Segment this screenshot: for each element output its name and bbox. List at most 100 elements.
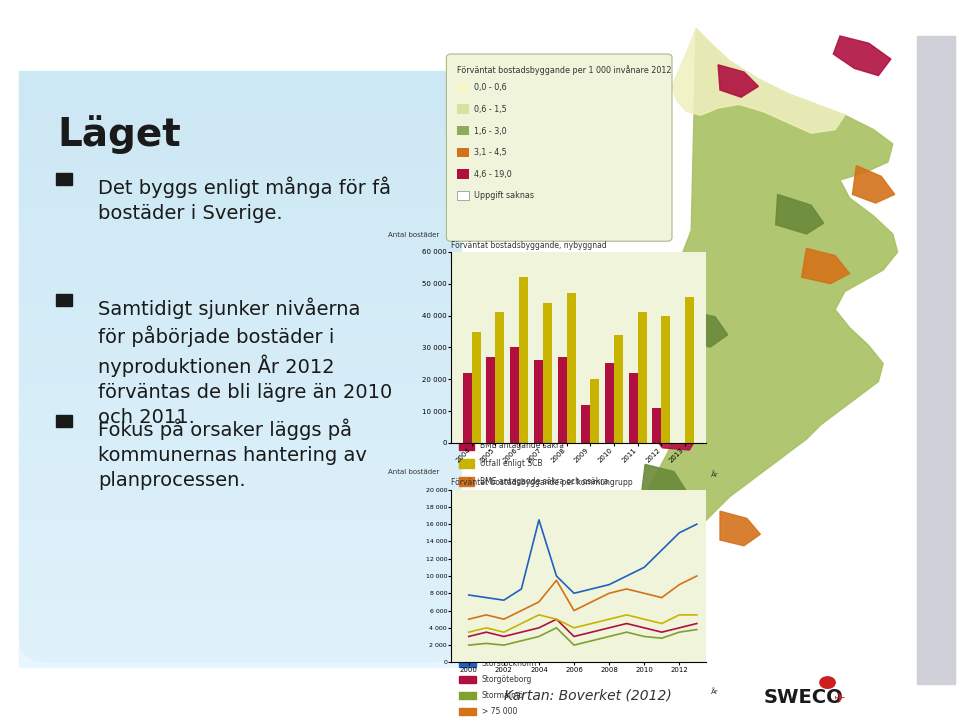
Bar bbox=[534, 360, 542, 443]
Polygon shape bbox=[641, 464, 686, 503]
Bar bbox=[19, 413, 461, 419]
Bar bbox=[19, 110, 461, 117]
Bar bbox=[19, 304, 461, 310]
Bar bbox=[19, 328, 461, 335]
Polygon shape bbox=[629, 29, 898, 569]
Bar bbox=[19, 596, 461, 603]
Polygon shape bbox=[648, 410, 701, 450]
Bar bbox=[566, 293, 576, 443]
Bar bbox=[19, 517, 461, 523]
Bar bbox=[19, 487, 461, 494]
Bar bbox=[19, 552, 461, 558]
Bar bbox=[19, 230, 461, 235]
Bar bbox=[19, 547, 461, 553]
Bar bbox=[19, 368, 461, 374]
Text: Förväntat bostadsbyggande per kommungrupp: Förväntat bostadsbyggande per kommungrup… bbox=[451, 478, 633, 487]
Bar bbox=[19, 587, 461, 593]
Bar bbox=[19, 448, 461, 454]
Bar bbox=[19, 606, 461, 613]
Bar bbox=[19, 184, 461, 191]
Text: SWECO: SWECO bbox=[763, 688, 843, 707]
Bar bbox=[19, 239, 461, 246]
Bar bbox=[19, 621, 461, 628]
Bar bbox=[19, 100, 461, 107]
Text: Uppgift saknas: Uppgift saknas bbox=[474, 192, 534, 200]
Bar bbox=[457, 191, 469, 200]
Text: 0,0 - 0,6: 0,0 - 0,6 bbox=[474, 84, 507, 92]
Text: Förväntat bostadsbyggande per 1 000 invånare 2012: Förväntat bostadsbyggande per 1 000 invå… bbox=[457, 65, 671, 75]
Bar bbox=[19, 577, 461, 583]
Bar bbox=[19, 641, 461, 647]
Bar bbox=[19, 180, 461, 186]
Bar bbox=[917, 36, 955, 684]
FancyBboxPatch shape bbox=[19, 72, 461, 662]
Bar bbox=[19, 502, 461, 508]
Bar bbox=[19, 393, 461, 400]
Text: Det byggs enligt många för få
bostäder i Sverige.: Det byggs enligt många för få bostäder i… bbox=[98, 176, 391, 223]
Bar bbox=[19, 189, 461, 196]
Bar bbox=[457, 104, 469, 114]
Bar bbox=[19, 398, 461, 405]
Bar bbox=[510, 347, 519, 443]
Bar bbox=[19, 338, 461, 345]
Bar bbox=[19, 125, 461, 132]
Text: År: År bbox=[710, 688, 718, 695]
Text: Läget: Läget bbox=[58, 115, 181, 154]
Bar bbox=[19, 646, 461, 652]
Bar bbox=[19, 105, 461, 112]
FancyBboxPatch shape bbox=[446, 54, 672, 241]
Bar bbox=[56, 173, 72, 185]
Bar bbox=[19, 433, 461, 439]
Polygon shape bbox=[672, 29, 845, 133]
Text: Stormalmö: Stormalmö bbox=[482, 691, 524, 700]
Bar bbox=[19, 165, 461, 171]
Bar bbox=[463, 373, 471, 443]
Bar bbox=[459, 477, 474, 486]
Bar bbox=[19, 443, 461, 449]
Text: Samtidigt sjunker nivåerna
för påbörjade bostäder i
nyproduktionen År 2012
förvä: Samtidigt sjunker nivåerna för påbörjade… bbox=[98, 297, 393, 427]
Bar bbox=[457, 126, 469, 135]
Bar bbox=[19, 457, 461, 464]
Bar bbox=[495, 312, 504, 443]
Bar bbox=[19, 354, 461, 360]
Text: Antal bostäder: Antal bostäder bbox=[388, 232, 439, 238]
Bar bbox=[19, 259, 461, 266]
Bar bbox=[661, 315, 670, 443]
Bar bbox=[19, 299, 461, 305]
Bar bbox=[487, 357, 495, 443]
Bar bbox=[19, 482, 461, 489]
Bar bbox=[605, 364, 614, 443]
Bar bbox=[19, 145, 461, 151]
Bar bbox=[459, 708, 476, 715]
Bar bbox=[19, 264, 461, 271]
Bar bbox=[19, 403, 461, 410]
Bar bbox=[457, 83, 469, 92]
Bar bbox=[19, 532, 461, 539]
Bar bbox=[19, 294, 461, 300]
Polygon shape bbox=[680, 310, 728, 347]
Bar bbox=[614, 335, 623, 443]
Circle shape bbox=[820, 677, 835, 688]
Polygon shape bbox=[802, 248, 850, 284]
Bar bbox=[457, 148, 469, 157]
Bar bbox=[56, 415, 72, 427]
Bar bbox=[685, 297, 694, 443]
Text: BME antagande säkra och osäkra: BME antagande säkra och osäkra bbox=[480, 477, 609, 486]
Bar bbox=[653, 408, 661, 443]
Text: Storgöteborg: Storgöteborg bbox=[482, 675, 532, 684]
Bar bbox=[19, 76, 461, 82]
Bar bbox=[19, 651, 461, 657]
Bar bbox=[19, 601, 461, 608]
Bar bbox=[19, 462, 461, 469]
Bar bbox=[19, 175, 461, 181]
Text: Fokus på orsaker läggs på
kommunernas hantering av
planprocessen.: Fokus på orsaker läggs på kommunernas ha… bbox=[98, 418, 367, 490]
Bar bbox=[459, 660, 476, 667]
Bar bbox=[19, 204, 461, 211]
Bar bbox=[19, 383, 461, 390]
Bar bbox=[19, 95, 461, 102]
Bar bbox=[19, 572, 461, 578]
Bar bbox=[19, 592, 461, 598]
Bar bbox=[19, 130, 461, 137]
Bar bbox=[19, 71, 461, 77]
Text: > 75 000: > 75 000 bbox=[482, 707, 517, 716]
